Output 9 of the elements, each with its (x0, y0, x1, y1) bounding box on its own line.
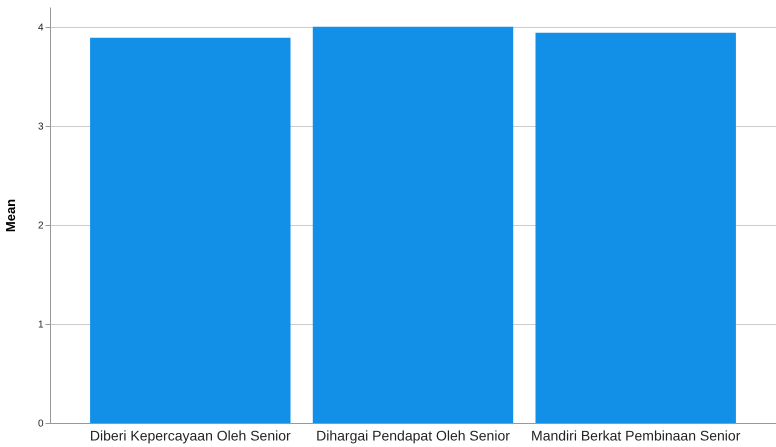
y-tick-label: 2 (38, 220, 44, 232)
x-tick-label: Diberi Kepercayaan Oleh Senior (90, 428, 292, 444)
x-tick-label: Dihargai Pendapat Oleh Senior (316, 428, 510, 444)
y-tick-label: 0 (38, 418, 44, 430)
x-tick-label: Mandiri Berkat Pembinaan Senior (531, 428, 741, 444)
y-tick-label: 3 (38, 121, 44, 132)
y-tick-label: 1 (38, 319, 44, 330)
y-axis-title: Mean (2, 198, 18, 232)
y-tick-label: 4 (38, 22, 44, 34)
